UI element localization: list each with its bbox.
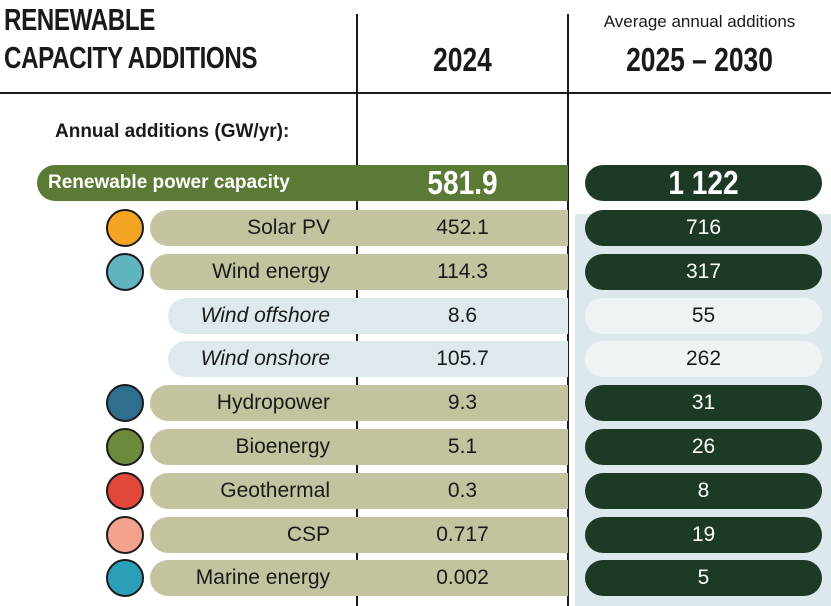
row-label: CSP [286,522,330,546]
row-pill [150,472,568,509]
row-label: Hydropower [216,391,330,415]
row-icon [106,428,144,466]
row-value: 55 [691,303,716,327]
total-value: 1 122 [668,164,739,201]
row-pill [168,341,568,378]
row-value: 26 [691,435,716,458]
row-label: Wind offshore [200,303,330,327]
row-value: 5 [697,566,710,590]
row-icon [106,471,144,510]
row-value: 317 [685,259,722,283]
header-rule [0,92,831,94]
row-pill [150,385,568,422]
row-value-pill [585,516,822,553]
row-value-pill [585,472,822,509]
title-line: CAPACITY ADDITIONS [4,40,258,75]
row-label: Bioenergy [235,435,330,458]
total-pill [37,165,568,201]
row-value: 9.3 [447,391,478,415]
total-label: Renewable power capacity [48,172,290,193]
row-value-pill [585,560,822,597]
row-pill [150,560,568,597]
row-label: Marine energy [195,566,330,590]
row-label: Solar PV [247,216,330,239]
row-pill [150,210,568,246]
column-heading: 2024 [433,41,492,78]
row-label: Wind onshore [200,347,330,371]
row-icon [106,384,144,423]
row-icon [106,515,144,554]
row-value: 8.6 [447,303,478,327]
row-value-pill [585,385,822,422]
row-pill [150,429,568,465]
row-value: 114.3 [437,259,488,283]
column-heading: 2025 – 2030 [626,41,773,78]
row-icon [106,209,144,247]
row-value: 19 [691,522,716,546]
row-value: 716 [685,216,722,239]
row-value: 105.7 [436,347,489,371]
row-value-pill [585,341,822,378]
row-icon [106,252,144,291]
row-pill [150,516,568,553]
row-icon [106,559,144,598]
row-value: 5.1 [447,435,478,458]
column-divider [567,14,569,606]
row-label: Wind energy [212,259,330,283]
total-value: 581.9 [427,164,498,201]
row-value: 0.717 [436,522,489,546]
title-line: RENEWABLE [4,2,155,37]
total-value-pill [585,165,822,201]
row-label: Geothermal [220,478,330,502]
row-pill [150,253,568,290]
unit-label: Annual additions (GW/yr): [55,121,290,142]
row-value: 452.1 [436,216,489,239]
row-value-pill [585,210,822,246]
row-value-pill [585,429,822,465]
row-value: 0.002 [436,566,489,590]
row-pill [168,297,568,334]
column-subheading: Average annual additions [603,12,796,31]
row-value: 31 [691,391,716,415]
row-value-pill [585,297,822,334]
row-value: 8 [697,478,710,502]
row-value: 262 [685,347,722,371]
row-value-pill [585,253,822,290]
row-value: 0.3 [447,478,478,502]
